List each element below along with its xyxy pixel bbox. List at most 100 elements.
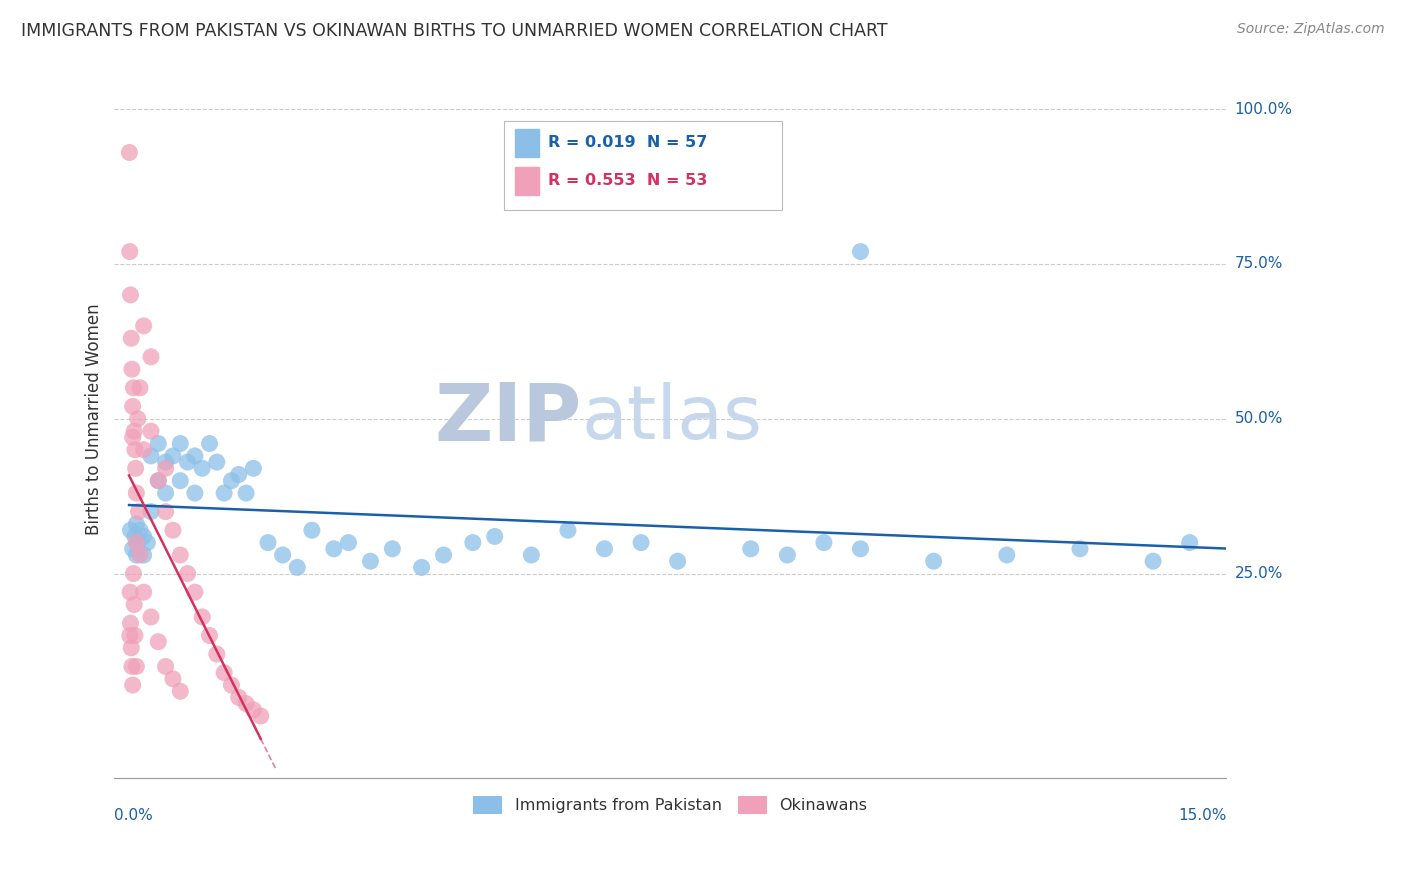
Point <box>162 672 184 686</box>
Point <box>129 548 152 562</box>
Point <box>125 548 148 562</box>
Point <box>242 703 264 717</box>
Y-axis label: Births to Unmarried Women: Births to Unmarried Women <box>86 303 103 534</box>
Point <box>155 505 177 519</box>
Point <box>205 455 228 469</box>
Point <box>155 455 177 469</box>
Point <box>120 523 142 537</box>
Point <box>271 548 294 562</box>
Point <box>169 548 191 562</box>
Point <box>120 288 142 302</box>
Text: 50.0%: 50.0% <box>1234 411 1282 426</box>
Bar <box>515 129 538 157</box>
Point <box>184 585 207 599</box>
Point <box>139 424 162 438</box>
Point <box>155 659 177 673</box>
Point <box>301 523 323 537</box>
Point <box>129 381 152 395</box>
Point <box>162 523 184 537</box>
Point <box>381 541 404 556</box>
Point <box>124 628 146 642</box>
Point <box>184 486 207 500</box>
Point <box>630 535 652 549</box>
Point <box>121 362 143 376</box>
Point <box>484 529 506 543</box>
Legend: Immigrants from Pakistan, Okinawans: Immigrants from Pakistan, Okinawans <box>467 790 873 821</box>
Point <box>184 449 207 463</box>
Point <box>995 548 1018 562</box>
Point <box>922 554 945 568</box>
Point <box>432 548 454 562</box>
FancyBboxPatch shape <box>503 120 782 211</box>
Point <box>212 665 235 680</box>
Point <box>128 505 150 519</box>
Point <box>122 598 145 612</box>
Point <box>740 541 762 556</box>
Point <box>221 474 243 488</box>
Point <box>235 486 257 500</box>
Point <box>235 697 257 711</box>
Point <box>148 436 170 450</box>
Point <box>228 690 250 705</box>
Point <box>322 541 344 556</box>
Point <box>139 505 162 519</box>
Point <box>122 566 145 581</box>
Point <box>1178 535 1201 549</box>
Point <box>120 640 142 655</box>
Point <box>118 244 141 259</box>
Point <box>121 659 143 673</box>
Point <box>124 461 146 475</box>
Point <box>205 647 228 661</box>
Point <box>257 535 280 549</box>
Point <box>221 678 243 692</box>
Point <box>228 467 250 482</box>
Point <box>148 474 170 488</box>
Point <box>136 535 159 549</box>
Point <box>359 554 381 568</box>
Point <box>198 436 221 450</box>
Text: IMMIGRANTS FROM PAKISTAN VS OKINAWAN BIRTHS TO UNMARRIED WOMEN CORRELATION CHART: IMMIGRANTS FROM PAKISTAN VS OKINAWAN BIR… <box>21 22 887 40</box>
Point <box>121 678 143 692</box>
Text: 75.0%: 75.0% <box>1234 257 1282 271</box>
Point <box>118 628 141 642</box>
Text: Source: ZipAtlas.com: Source: ZipAtlas.com <box>1237 22 1385 37</box>
Point <box>593 541 616 556</box>
Point <box>148 474 170 488</box>
Point <box>155 461 177 475</box>
Text: 25.0%: 25.0% <box>1234 566 1282 581</box>
Point <box>813 535 835 549</box>
Point <box>132 318 155 333</box>
Point <box>127 411 149 425</box>
Text: 100.0%: 100.0% <box>1234 102 1292 117</box>
Text: R = 0.553  N = 53: R = 0.553 N = 53 <box>548 173 707 188</box>
Text: 0.0%: 0.0% <box>114 808 153 823</box>
Point <box>148 634 170 648</box>
Text: R = 0.019  N = 57: R = 0.019 N = 57 <box>548 135 707 150</box>
Point <box>121 430 143 444</box>
Point <box>132 529 155 543</box>
Point <box>127 535 149 549</box>
Point <box>337 535 360 549</box>
Point <box>121 400 143 414</box>
Point <box>249 709 271 723</box>
Point <box>132 585 155 599</box>
Point <box>285 560 308 574</box>
Point <box>666 554 689 568</box>
Point <box>169 684 191 698</box>
Point <box>776 548 799 562</box>
Point <box>411 560 433 574</box>
Point <box>212 486 235 500</box>
Point <box>849 541 872 556</box>
Point <box>162 449 184 463</box>
Point <box>118 145 141 160</box>
Point <box>125 535 148 549</box>
Point <box>124 442 146 457</box>
Point <box>120 616 142 631</box>
Point <box>125 486 148 500</box>
Point <box>242 461 264 475</box>
Point <box>169 436 191 450</box>
Point <box>557 523 579 537</box>
Point <box>125 659 148 673</box>
Point <box>124 529 146 543</box>
Point <box>139 449 162 463</box>
